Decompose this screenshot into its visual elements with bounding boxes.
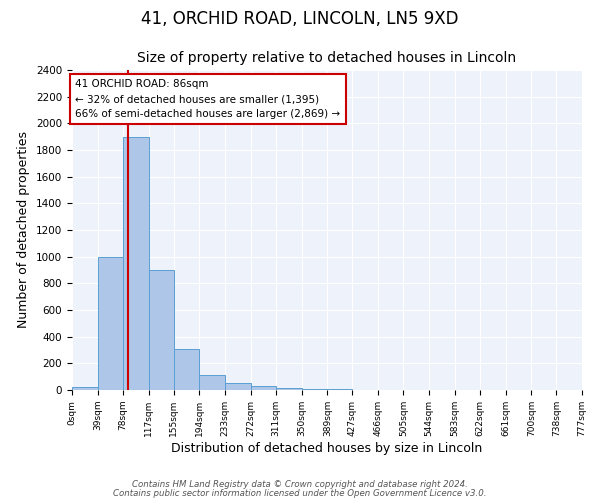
Bar (174, 348, 199, 390)
Text: Contains public sector information licensed under the Open Government Licence v3: Contains public sector information licen… (113, 490, 487, 498)
Text: 41 ORCHID ROAD: 86sqm
← 32% of detached houses are smaller (1,395)
66% of semi-d: 41 ORCHID ROAD: 86sqm ← 32% of detached … (75, 80, 340, 119)
Bar (251, 386, 276, 390)
Bar (123, 136, 149, 390)
Bar (225, 384, 251, 390)
Title: Size of property relative to detached houses in Lincoln: Size of property relative to detached ho… (137, 50, 517, 64)
Bar (199, 376, 225, 390)
Text: 41, ORCHID ROAD, LINCOLN, LN5 9XD: 41, ORCHID ROAD, LINCOLN, LN5 9XD (141, 10, 459, 28)
X-axis label: Distribution of detached houses by size in Lincoln: Distribution of detached houses by size … (172, 442, 482, 454)
Bar (302, 389, 328, 390)
Bar (276, 388, 302, 390)
Bar (72, 388, 98, 390)
Text: Contains HM Land Registry data © Crown copyright and database right 2024.: Contains HM Land Registry data © Crown c… (132, 480, 468, 489)
Bar (149, 270, 174, 390)
Bar (98, 256, 123, 390)
Y-axis label: Number of detached properties: Number of detached properties (17, 132, 31, 328)
